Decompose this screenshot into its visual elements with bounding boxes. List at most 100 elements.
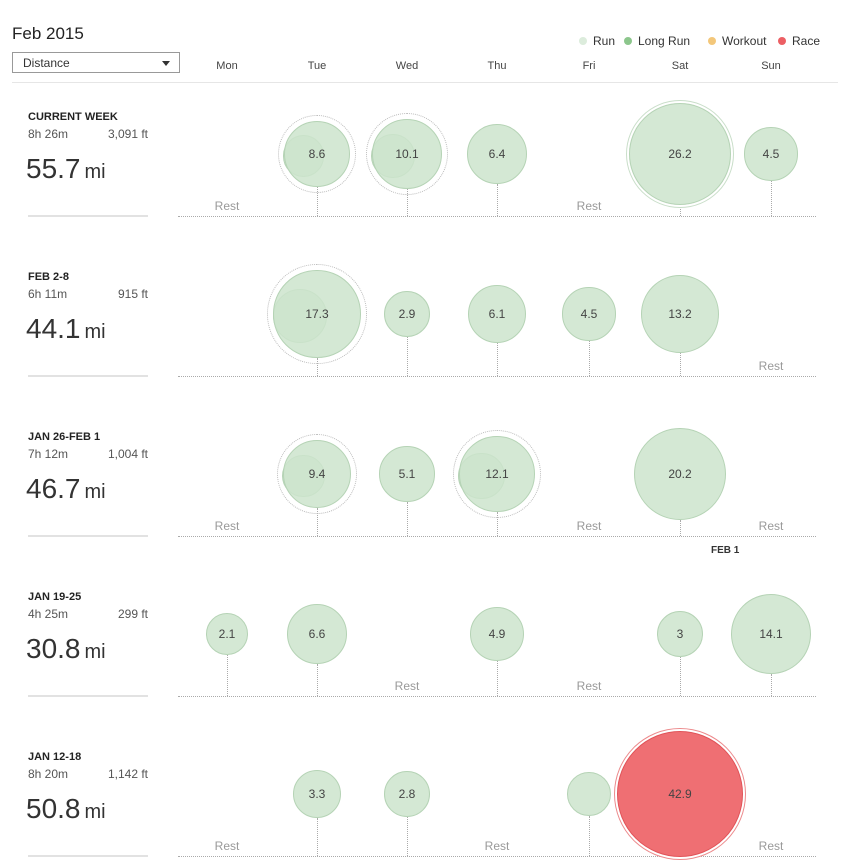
activity-distance-label: 20.2: [668, 467, 692, 481]
legend: Run Long Run Workout Race: [579, 34, 824, 50]
activity-bubble[interactable]: [616, 730, 744, 858]
rest-day-label: Rest: [394, 679, 420, 693]
metric-select[interactable]: Distance: [12, 52, 180, 73]
activity-distance-label: 10.1: [395, 147, 419, 161]
activity-distance-label: 6.1: [488, 307, 506, 321]
rest-day-label: Rest: [214, 839, 240, 853]
activity-bubble[interactable]: [467, 124, 527, 184]
activity-bubble[interactable]: [467, 284, 527, 344]
activity-stem: [317, 187, 318, 216]
activity-stem: [317, 818, 318, 856]
multi-activity-ring: [277, 114, 357, 194]
week-elevation: 915 ft: [117, 287, 148, 301]
activity-bubble[interactable]: [656, 610, 704, 658]
activity-bubble[interactable]: [469, 606, 525, 662]
activity-distance-label: 42.9: [668, 787, 692, 801]
header-divider: [12, 82, 838, 83]
week-distance-unit: mi: [84, 161, 106, 183]
week-label: FEB 2-8: [28, 271, 69, 283]
activity-distance-label: 13.2: [668, 307, 692, 321]
activity-distance-label: 26.2: [668, 147, 692, 161]
legend-item-run: Run: [579, 34, 615, 48]
week-divider: [28, 695, 148, 697]
activity-bubble[interactable]: [562, 287, 616, 341]
activity-distance-label: 4.5: [762, 147, 780, 161]
activity-distance-label: 5.1: [398, 467, 416, 481]
activity-distance-label: 14.1: [759, 627, 783, 641]
activity-distance-label: 3: [676, 627, 684, 641]
activity-distance-label: 9.4: [308, 467, 326, 481]
week-total-distance: 50.8 mi: [26, 793, 106, 825]
activity-stem: [680, 353, 681, 376]
activity-bubble[interactable]: [273, 270, 361, 358]
activity-bubble[interactable]: [633, 427, 727, 521]
week-total-distance: 44.1 mi: [26, 313, 106, 345]
activity-bubble[interactable]: [730, 593, 812, 675]
activity-bubble[interactable]: [628, 102, 732, 206]
week-divider: [28, 215, 148, 217]
multi-activity-ring: [453, 430, 541, 518]
rest-day-label: Rest: [214, 519, 240, 533]
activity-bubble[interactable]: [567, 772, 611, 816]
week-elevation: 1,142 ft: [107, 767, 148, 781]
activity-bubble[interactable]: [292, 769, 342, 819]
activity-bubble[interactable]: [379, 446, 435, 502]
multi-activity-ring: [276, 433, 358, 515]
rest-day-label: Rest: [758, 519, 784, 533]
chevron-down-icon: [162, 61, 170, 66]
activity-bubble[interactable]: [640, 274, 720, 354]
week-baseline: [178, 216, 816, 217]
activity-stem: [317, 664, 318, 696]
rest-day-label: Rest: [576, 199, 602, 213]
week-divider: [28, 855, 148, 857]
week-distance-value: 55.7: [26, 153, 81, 184]
week-distance-unit: mi: [84, 801, 106, 823]
activity-bubble[interactable]: [384, 771, 430, 817]
week-label: JAN 26-FEB 1: [28, 431, 101, 443]
week-baseline: [178, 376, 816, 377]
activity-distance-label: 8.6: [308, 147, 326, 161]
activity-distance-label: 12.1: [485, 467, 509, 481]
activity-distance-label: 4.9: [488, 627, 506, 641]
activity-bubble[interactable]: [371, 118, 443, 190]
rest-day-label: Rest: [758, 359, 784, 373]
activity-bubble[interactable]: [282, 439, 352, 509]
week-duration: 8h 20m: [28, 767, 69, 781]
activity-bubble[interactable]: [205, 612, 249, 656]
activity-stem: [771, 180, 772, 216]
week-distance-unit: mi: [84, 321, 106, 343]
legend-item-workout: Workout: [708, 34, 766, 48]
legend-item-long-run: Long Run: [624, 34, 690, 48]
activity-stem: [680, 205, 681, 216]
activity-stem: [771, 674, 772, 696]
week-baseline: [178, 696, 816, 697]
activity-stem: [317, 508, 318, 536]
week-divider: [28, 375, 148, 377]
activity-bubble[interactable]: [383, 290, 431, 338]
week-distance-value: 30.8: [26, 633, 81, 664]
activity-bubble[interactable]: [459, 436, 535, 512]
week-duration: 4h 25m: [28, 607, 69, 621]
activity-stem: [317, 357, 318, 376]
week-distance-value: 50.8: [26, 793, 81, 824]
week-distance-unit: mi: [84, 641, 106, 663]
week-duration: 8h 26m: [28, 127, 69, 141]
multi-activity-ring: [365, 112, 449, 196]
activity-stem: [497, 511, 498, 536]
week-distance-unit: mi: [84, 481, 106, 503]
legend-dot-icon: [778, 37, 786, 45]
activity-stem: [497, 343, 498, 376]
rest-day-label: Rest: [214, 199, 240, 213]
day-header-tue: Tue: [307, 60, 327, 72]
week-duration: 6h 11m: [28, 287, 68, 301]
activity-bubble[interactable]: [744, 127, 798, 181]
activity-bubble[interactable]: [286, 603, 348, 665]
rest-day-label: Rest: [758, 839, 784, 853]
activity-distance-label: 2.9: [398, 307, 416, 321]
activity-distance-label: 17.3: [305, 307, 329, 321]
week-total-distance: 46.7 mi: [26, 473, 106, 505]
legend-dot-icon: [579, 37, 587, 45]
activity-distance-label: 2.8: [398, 787, 416, 801]
day-header-mon: Mon: [216, 60, 238, 72]
activity-bubble[interactable]: [283, 120, 351, 188]
